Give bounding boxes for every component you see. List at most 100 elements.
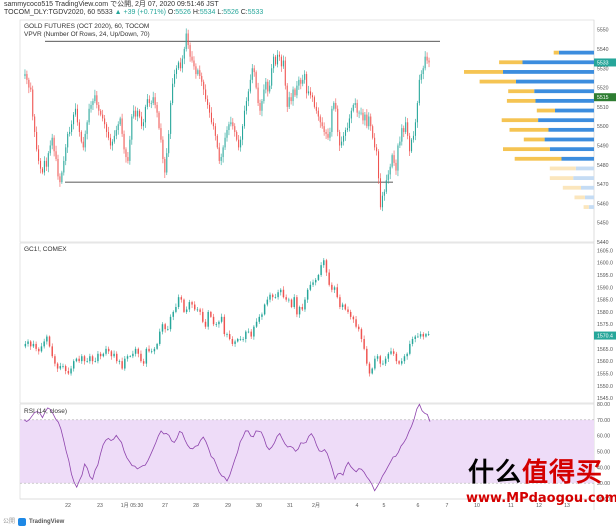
gc-candle — [145, 348, 148, 364]
main-candle — [403, 128, 405, 132]
main-candle — [172, 83, 174, 104]
vp-up-bar — [516, 79, 594, 84]
main-candle — [214, 126, 216, 136]
gc-candle — [395, 353, 398, 362]
main-candle — [269, 85, 271, 92]
gc-y-tick: 1585.0 — [597, 298, 613, 304]
gc-pane[interactable] — [19, 242, 595, 404]
main-candle — [407, 122, 409, 136]
main-candle — [352, 104, 354, 111]
main-candle — [282, 60, 284, 67]
main-candle — [140, 116, 143, 127]
gc-candle — [290, 299, 293, 307]
trendlines[interactable] — [45, 40, 440, 183]
gc-candle — [314, 279, 317, 283]
main-candle — [240, 139, 242, 148]
main-candle — [284, 60, 286, 86]
x-tick: 23 — [97, 503, 103, 509]
main-candle — [228, 124, 230, 131]
main-candle — [148, 99, 150, 104]
vp-down-bar — [549, 176, 574, 180]
gc-candle — [148, 348, 150, 352]
main-candle — [125, 149, 127, 158]
main-candle — [113, 135, 115, 142]
main-candle — [78, 122, 80, 132]
main-candle — [104, 118, 106, 125]
ohlc-l-label: L: — [217, 9, 224, 16]
time-axis[interactable]: 22 23 1月 05:30 27 28 29 30 31 2月 4 5 6 7 10 11 12 13 — [20, 498, 594, 509]
main-candle — [24, 74, 26, 76]
gc-candle — [40, 346, 43, 352]
main-candle — [137, 110, 139, 117]
main-candle — [41, 168, 43, 173]
main-candle — [356, 103, 358, 113]
chart-svg[interactable]: 5550554055305520551055005490548054705460… — [0, 18, 616, 518]
gc-candle — [255, 321, 258, 327]
main-candle — [243, 110, 246, 127]
main-candle — [179, 62, 181, 69]
main-candle — [333, 103, 335, 109]
main-candle — [47, 153, 49, 167]
gc-candle — [220, 316, 223, 322]
main-candle — [222, 147, 224, 158]
tradingview-brand[interactable]: TradingView — [29, 519, 65, 525]
main-pane[interactable] — [19, 19, 595, 243]
main-candle — [372, 126, 374, 138]
main-candle — [379, 178, 381, 208]
main-candle — [350, 110, 352, 119]
gc-candle — [134, 348, 137, 354]
main-candle — [261, 101, 263, 111]
x-tick: 13 — [564, 503, 570, 509]
main-candle — [115, 130, 117, 136]
vp-up-bar — [548, 127, 594, 132]
price-axes[interactable]: 5550 5540 5530 5520 5510 5500 5490 5480 5470 5460… — [594, 28, 616, 503]
ohlc-h-value: 5534 — [199, 9, 216, 16]
gc-candle — [344, 304, 347, 310]
gc-candle — [86, 361, 88, 362]
gc-candle — [204, 321, 207, 327]
main-candles — [24, 28, 430, 212]
main-candle — [302, 79, 304, 84]
main-candle — [185, 33, 187, 49]
main-candle — [96, 95, 98, 105]
x-tick: 11 — [508, 503, 513, 509]
gc-candle — [304, 299, 306, 310]
rsi-y-tick: 60.00 — [597, 434, 610, 440]
main-candle — [208, 104, 211, 113]
main-candle — [426, 56, 428, 61]
gc-candle — [347, 309, 349, 312]
rsi-y-tick: 30.00 — [597, 481, 610, 487]
main-candle — [265, 81, 267, 90]
gc-candle — [390, 351, 392, 354]
gc-candle — [102, 353, 105, 357]
vp-up-bar — [522, 60, 594, 65]
vp-up-bar — [575, 166, 594, 171]
gc-candle — [422, 334, 425, 337]
x-tick: 6 — [417, 503, 420, 509]
gc-candle — [150, 351, 153, 353]
main-candle — [170, 103, 172, 134]
gc-candle — [245, 331, 247, 339]
main-candle — [36, 131, 38, 150]
main-candle — [174, 74, 176, 84]
main-candle — [424, 56, 426, 69]
gc-candle — [261, 314, 263, 317]
main-y-tick: 5520 — [597, 86, 609, 92]
main-candle — [177, 62, 179, 69]
chart-header: sammycoco515 TradingView.com で公開, 2月 07,… — [0, 0, 616, 18]
main-y-tick: 5510 — [597, 105, 609, 111]
vp-down-bar — [479, 79, 516, 84]
gc-candle — [425, 334, 427, 337]
ohlc-c-value: 5533 — [247, 9, 264, 16]
main-candle — [412, 135, 415, 140]
gc-candle — [32, 343, 35, 347]
chart-area[interactable]: 5550 5540 5530 5520 5510 5500 5490 5480 5470 5460… — [0, 18, 616, 518]
rsi-line — [23, 403, 431, 492]
main-last-price-2: 5515 — [597, 95, 609, 101]
main-y-tick: 5480 — [597, 163, 609, 169]
gc-candle — [191, 302, 193, 305]
symbol-label[interactable]: TOCOM_DLY:TGDV2020, 60 5533 — [4, 9, 113, 16]
main-candle — [191, 56, 193, 61]
main-candle — [385, 180, 387, 192]
main-candle — [335, 103, 337, 109]
